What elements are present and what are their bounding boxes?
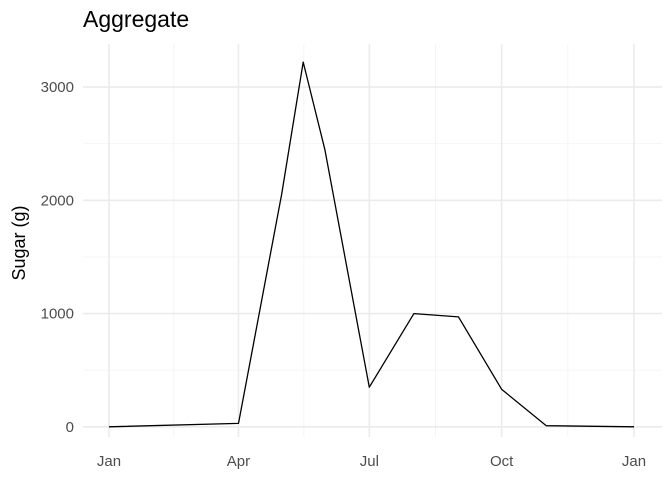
y-tick-label: 1000 <box>41 306 74 323</box>
series-line <box>108 61 635 428</box>
y-axis-label: Sugar (g) <box>9 205 29 280</box>
x-tick-label: Jan <box>97 453 121 470</box>
x-tick-label: Jan <box>622 453 646 470</box>
x-tick-label: Apr <box>227 453 250 470</box>
y-tick-label: 0 <box>66 419 74 436</box>
y-tick-label: 3000 <box>41 79 74 96</box>
x-tick-label: Oct <box>490 453 514 470</box>
x-axis-ticks: Jan Apr Jul Oct Jan <box>97 453 646 470</box>
chart-title: Aggregate <box>83 6 189 32</box>
x-tick-label: Jul <box>360 453 379 470</box>
y-axis-ticks: 0 1000 2000 3000 <box>41 79 74 436</box>
y-tick-label: 2000 <box>41 192 74 209</box>
grid <box>83 44 662 437</box>
series-layer <box>108 61 635 428</box>
